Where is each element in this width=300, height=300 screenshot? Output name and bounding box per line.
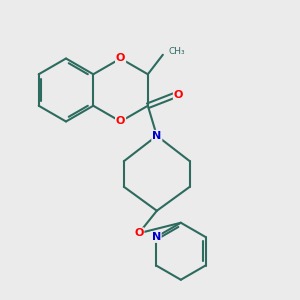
Text: N: N [152, 232, 161, 242]
Text: CH₃: CH₃ [168, 47, 185, 56]
Text: O: O [174, 90, 183, 100]
Text: O: O [116, 53, 125, 64]
Text: O: O [116, 116, 125, 127]
Text: N: N [152, 131, 161, 141]
Text: O: O [134, 228, 143, 238]
